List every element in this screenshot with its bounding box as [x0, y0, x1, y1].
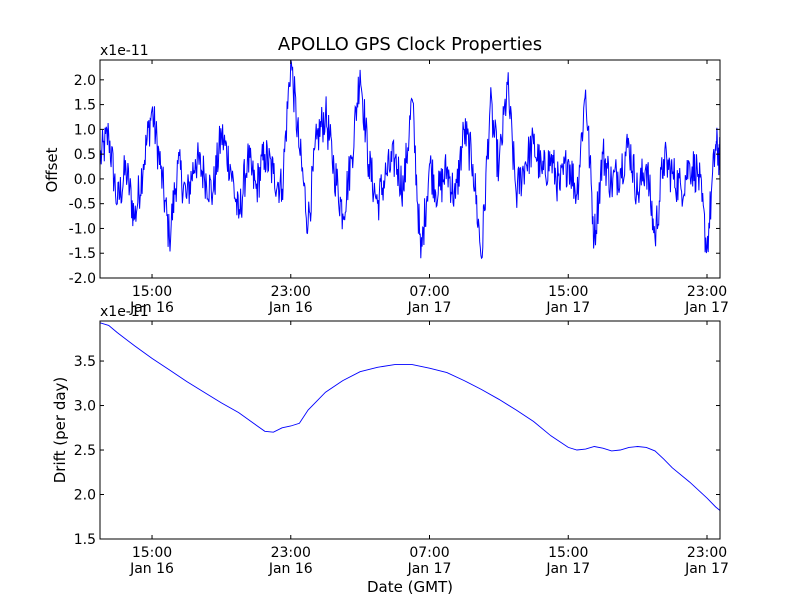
top-y-axis-label: Offset — [43, 147, 61, 192]
top-x-tick-label-date: Jan 17 — [407, 300, 452, 316]
top-y-tick-label: 1.0 — [74, 122, 96, 138]
top-x-tick-label-time: 23:00 — [687, 284, 727, 300]
bottom-x-tick-label-time: 23:00 — [271, 545, 311, 561]
top-y-tick-label: -0.5 — [69, 197, 96, 213]
bottom-axes-frame — [99, 320, 721, 540]
bottom-y-tick-label: 3.5 — [74, 354, 96, 370]
top-y-tick-label: -1.5 — [69, 246, 96, 262]
top-plot: -2.0-1.5-1.0-0.50.00.51.01.52.015:00Jan … — [69, 59, 729, 316]
top-x-tick-label-date: Jan 17 — [684, 300, 729, 316]
top-x-tick-label-date: Jan 16 — [268, 300, 313, 316]
top-x-tick-label-time: 15:00 — [132, 284, 172, 300]
top-axes-frame — [99, 59, 721, 279]
bottom-y-tick-label: 2.0 — [74, 488, 96, 504]
bottom-x-tick-label-time: 15:00 — [548, 545, 588, 561]
bottom-y-multiplier: x1e-11 — [100, 304, 149, 320]
top-x-tick-label-date: Jan 16 — [129, 300, 174, 316]
bottom-x-tick-label-date: Jan 16 — [129, 561, 174, 577]
bottom-x-tick-label-date: Jan 17 — [545, 561, 590, 577]
bottom-x-tick-label-date: Jan 17 — [407, 561, 452, 577]
bottom-y-tick-label: 2.5 — [74, 443, 96, 459]
bottom-x-tick-label-time: 23:00 — [687, 545, 727, 561]
top-y-tick-label: 2.0 — [74, 73, 96, 89]
top-y-tick-label: 0.5 — [74, 147, 96, 163]
top-y-tick-label: 0.0 — [74, 172, 96, 188]
top-x-tick-label-time: 15:00 — [548, 284, 588, 300]
bottom-y-axis-label: Drift (per day) — [51, 377, 69, 484]
chart-title: APOLLO GPS Clock Properties — [278, 34, 542, 55]
top-y-tick-label: 1.5 — [74, 98, 96, 114]
bottom-series-line-0 — [100, 322, 720, 511]
top-x-tick-label-time: 23:00 — [271, 284, 311, 300]
top-x-tick-label-date: Jan 17 — [545, 300, 590, 316]
bottom-x-tick-label-date: Jan 16 — [268, 561, 313, 577]
top-y-tick-label: -1.0 — [69, 221, 96, 237]
bottom-y-tick-label: 1.5 — [74, 532, 96, 548]
top-y-tick-label: -2.0 — [69, 271, 96, 287]
top-series-line-0 — [100, 60, 720, 260]
bottom-x-axis-label: Date (GMT) — [367, 578, 453, 596]
top-x-tick-label-time: 07:00 — [409, 284, 449, 300]
bottom-y-tick-label: 3.0 — [74, 399, 96, 415]
bottom-x-tick-label-time: 15:00 — [132, 545, 172, 561]
top-y-multiplier: x1e-11 — [100, 43, 149, 59]
bottom-x-tick-label-time: 07:00 — [409, 545, 449, 561]
bottom-x-tick-label-date: Jan 17 — [684, 561, 729, 577]
